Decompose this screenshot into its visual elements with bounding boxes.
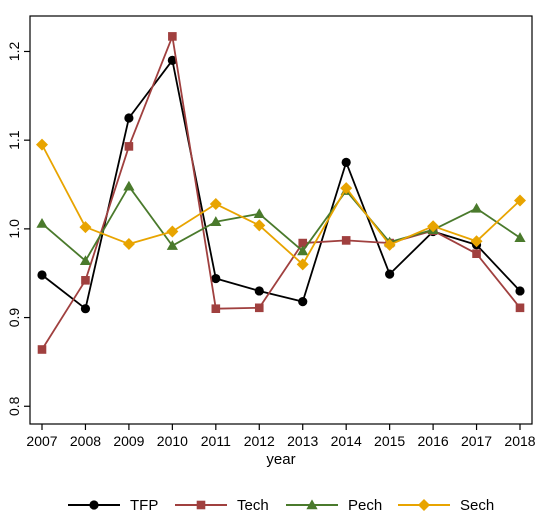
data-point-tfp: [80, 304, 91, 314]
data-point-tech: [515, 303, 525, 313]
x-tick-label: 2011: [201, 433, 231, 449]
x-tick-label: 2014: [331, 433, 362, 449]
y-tick-label: 1.2: [6, 42, 22, 62]
x-tick-label: 2010: [157, 433, 188, 449]
x-tick-label: 2017: [461, 433, 492, 449]
series-line-tech: [41, 35, 521, 350]
legend-item-sech: Sech: [398, 497, 494, 514]
series-line-tfp: [41, 59, 521, 310]
x-tick-label: 2013: [287, 433, 318, 449]
data-point-sech: [470, 235, 483, 248]
data-point-tech: [211, 304, 221, 313]
legend-item-tech: Tech: [175, 497, 269, 514]
data-point-pech: [210, 216, 222, 226]
x-tick-label: 2008: [70, 433, 101, 449]
data-point-pech: [514, 232, 526, 242]
data-point-sech: [427, 220, 440, 233]
series-pech: [36, 180, 526, 265]
data-point-sech: [253, 219, 266, 232]
legend-item-tfp: TFP: [68, 497, 158, 514]
data-point-tech: [168, 32, 177, 41]
x-tick-label: 2012: [244, 433, 275, 449]
legend-marker-pech: [306, 499, 318, 510]
data-point-sech: [122, 237, 135, 250]
legend: TFP Tech Pech Sech: [68, 497, 494, 514]
data-point-tfp: [515, 286, 525, 296]
series-tech: [37, 32, 525, 354]
data-point-tech: [81, 276, 90, 285]
data-point-tfp: [167, 55, 177, 65]
plot-frame: [29, 15, 533, 425]
legend-marker-sech: [418, 499, 430, 511]
data-point-tech: [298, 238, 308, 248]
series-group: [36, 32, 526, 354]
data-point-pech: [36, 217, 48, 228]
data-point-sech: [340, 182, 353, 195]
data-point-sech: [209, 198, 222, 211]
y-tick-label: 1.0: [6, 219, 22, 239]
data-point-tech: [254, 303, 264, 313]
y-axis: 0.8 0.9 1.0 1.1 1.2: [6, 42, 30, 416]
legend-label-pech: Pech: [348, 497, 382, 514]
series-sech: [36, 138, 526, 271]
data-point-pech: [297, 245, 309, 256]
x-tick-label: 2009: [113, 433, 144, 449]
plot-area: [29, 15, 533, 425]
data-point-pech: [253, 208, 265, 218]
x-tick-label: 2015: [374, 433, 405, 449]
x-axis: 2007 2008 2009 2010 2011 2012 2013 2014 2015 2016…: [26, 424, 536, 449]
data-point-tfp: [211, 273, 221, 284]
data-point-tech: [124, 142, 134, 151]
data-point-sech: [383, 238, 396, 251]
legend-label-tech: Tech: [237, 497, 269, 514]
legend-marker-tfp: [89, 500, 99, 510]
x-axis-title: year: [266, 451, 295, 468]
series-tfp: [37, 55, 525, 314]
data-point-pech: [123, 180, 135, 191]
data-point-tech: [37, 345, 47, 354]
data-point-tfp: [37, 270, 47, 280]
data-point-tech: [341, 236, 351, 245]
legend-label-tfp: TFP: [130, 497, 158, 514]
data-point-tech: [472, 249, 481, 259]
data-point-tfp: [124, 113, 134, 123]
series-line-pech: [41, 185, 521, 262]
y-tick-label: 0.8: [6, 396, 22, 416]
data-point-sech: [166, 225, 179, 238]
y-tick-label: 0.9: [6, 308, 22, 328]
data-point-tfp: [385, 269, 395, 279]
data-point-tfp: [298, 297, 308, 307]
data-point-sech: [36, 138, 48, 151]
data-point-pech: [79, 255, 92, 265]
data-point-tfp: [341, 157, 351, 167]
y-tick-label: 1.1: [6, 130, 22, 150]
data-point-tfp: [254, 286, 264, 296]
legend-label-sech: Sech: [460, 497, 494, 514]
data-point-sech: [514, 194, 526, 207]
data-point-sech: [296, 258, 309, 271]
legend-item-pech: Pech: [286, 497, 382, 514]
x-tick-label: 2007: [26, 433, 57, 449]
series-line-sech: [41, 144, 521, 266]
legend-marker-tech: [196, 500, 206, 510]
x-tick-label: 2018: [504, 433, 535, 449]
data-point-pech: [166, 240, 178, 250]
x-tick-label: 2016: [418, 433, 449, 449]
data-point-sech: [79, 221, 92, 234]
data-point-pech: [470, 202, 483, 213]
